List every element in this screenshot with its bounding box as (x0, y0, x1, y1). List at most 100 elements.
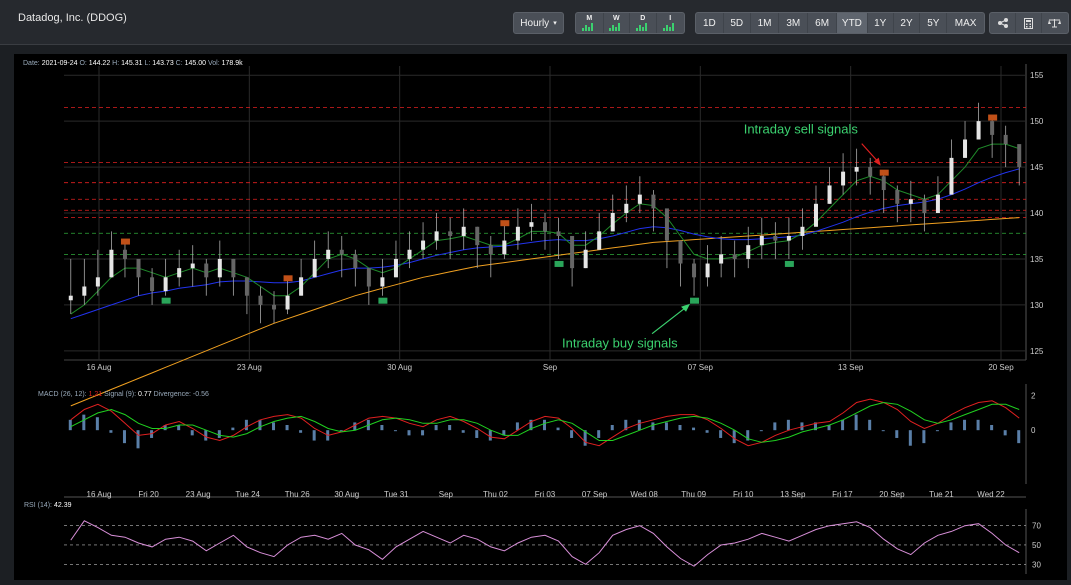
macd-x-tick-label: Wed 22 (977, 490, 1005, 499)
macd-x-tick-label: 20 Sep (879, 490, 905, 499)
buy-signal-marker (161, 297, 171, 304)
macd-histogram-bar (556, 427, 560, 431)
candle-body (881, 176, 886, 191)
candle-body (759, 235, 764, 246)
period-day-button[interactable]: D (630, 13, 657, 33)
range-button-3m[interactable]: 3M (779, 13, 809, 33)
range-button-6m[interactable]: 6M (808, 13, 838, 33)
chart-title: Datadog, Inc. (DDOG) (18, 12, 127, 24)
interval-dropdown[interactable]: Hourly ▾ (513, 12, 564, 34)
price-tick-label: 125 (1030, 347, 1044, 356)
sell-arrow-head (873, 157, 881, 166)
period-week-button[interactable]: W (604, 13, 631, 33)
macd-histogram-bar (678, 425, 682, 431)
range-button-5d[interactable]: 5D (724, 13, 751, 33)
candle-body (515, 226, 520, 241)
macd-histogram-bar (1017, 430, 1021, 444)
macd-histogram-bar (109, 430, 113, 433)
macd-tick-label: 0 (1031, 426, 1036, 435)
candle-body (773, 235, 778, 241)
macd-histogram-bar (1003, 430, 1007, 436)
macd-histogram-bar (881, 430, 885, 432)
toolbar: Datadog, Inc. (DDOG) Hourly ▾ M W D I 1D… (0, 0, 1071, 45)
macd-histogram-bar (692, 427, 696, 431)
candle-body (122, 249, 127, 259)
macd-label: MACD (26, 12): (38, 391, 87, 398)
chart-panel[interactable]: 125 130 135 140 145 150 155 16 Aug 23 Aug 30 Aug S… (14, 54, 1067, 580)
candle-body (407, 249, 412, 259)
macd-x-tick-label: Fri 20 (138, 490, 159, 499)
range-button-1m[interactable]: 1M (751, 13, 780, 33)
macd-histogram-bar (244, 419, 248, 431)
macd-histogram-bar (895, 430, 899, 438)
period-month-button[interactable]: M (576, 13, 604, 33)
candle-body (1017, 144, 1022, 168)
legend-vol-label: Vol: (208, 60, 220, 67)
range-button-max[interactable]: MAX (954, 17, 977, 29)
macd-histogram-bar (68, 419, 72, 431)
candle-body (786, 235, 791, 241)
macd-histogram-bar (190, 430, 194, 436)
price-x-tick-label: Sep (543, 363, 558, 372)
candle-body (434, 231, 439, 241)
macd-histogram-bar (759, 430, 763, 432)
candle-body (692, 263, 697, 278)
macd-histogram-bar (908, 430, 912, 446)
macd-histogram-bar (637, 419, 641, 431)
sell-signal-marker (988, 114, 998, 121)
candle-body (204, 263, 209, 278)
scales-icon[interactable] (1042, 13, 1068, 33)
macd-x-tick-label: Tue 31 (384, 490, 409, 499)
macd-histogram-bar (421, 430, 425, 436)
macd-histogram-bar (502, 430, 506, 436)
range-button-5y[interactable]: 5Y (920, 13, 948, 33)
macd-histogram-bar (136, 430, 140, 449)
macd-histogram-bar (597, 430, 601, 438)
macd-histogram-bar (488, 430, 492, 441)
chart-canvas[interactable]: 125 130 135 140 145 150 155 16 Aug 23 Aug 30 Aug S… (14, 54, 1067, 580)
signal-value: 0.77 (138, 391, 152, 398)
candle-body (177, 268, 182, 278)
macd-histogram-bar (258, 419, 262, 431)
candle-body (136, 258, 141, 278)
range-button-1d[interactable]: 1D (696, 13, 724, 33)
macd-tick-label: 2 (1031, 392, 1036, 401)
macd-histogram-bar (583, 430, 587, 446)
bar-chart-icon (635, 23, 650, 31)
candle-body (95, 277, 100, 287)
macd-histogram-bar (285, 425, 289, 431)
divergence-label: Divergence: (153, 391, 191, 398)
macd-x-tick-label: 30 Aug (334, 490, 359, 499)
period-day-label: D (640, 15, 646, 22)
candle-body (285, 295, 290, 310)
range-button-2y[interactable]: 2Y (894, 13, 921, 33)
settings-share-icon[interactable] (990, 13, 1017, 33)
macd-histogram-bar (299, 430, 303, 433)
candle-body (637, 194, 642, 204)
period-intraday-button[interactable]: I (657, 13, 684, 33)
calculator-icon[interactable] (1016, 13, 1042, 33)
macd-histogram-bar (624, 419, 628, 431)
candle-body (922, 199, 927, 213)
legend-date: 2021-09-24 (41, 60, 78, 67)
caret-down-icon: ▾ (553, 20, 557, 27)
candle-body (217, 258, 222, 278)
sell-signal-marker (283, 275, 293, 282)
candle-body (190, 263, 195, 269)
candle-body (705, 263, 710, 278)
macd-x-tick-label: Fri 03 (535, 490, 556, 499)
candle-body (1003, 134, 1008, 145)
price-x-tick-label: 07 Sep (688, 363, 714, 372)
macd-histogram-bar (786, 419, 790, 431)
candle-body (976, 121, 981, 140)
macd-x-tick-label: 13 Sep (780, 490, 806, 499)
price-tick-label: 155 (1030, 71, 1044, 80)
range-button-1y[interactable]: 1Y (868, 13, 894, 33)
range-button-ytd[interactable]: YTD (837, 13, 868, 33)
price-tick-label: 135 (1030, 255, 1044, 264)
candle-body (448, 231, 453, 236)
bar-chart-icon (582, 23, 596, 31)
candle-body (82, 286, 87, 296)
candle-body (570, 235, 575, 269)
legend-close-label: C: (175, 60, 183, 67)
